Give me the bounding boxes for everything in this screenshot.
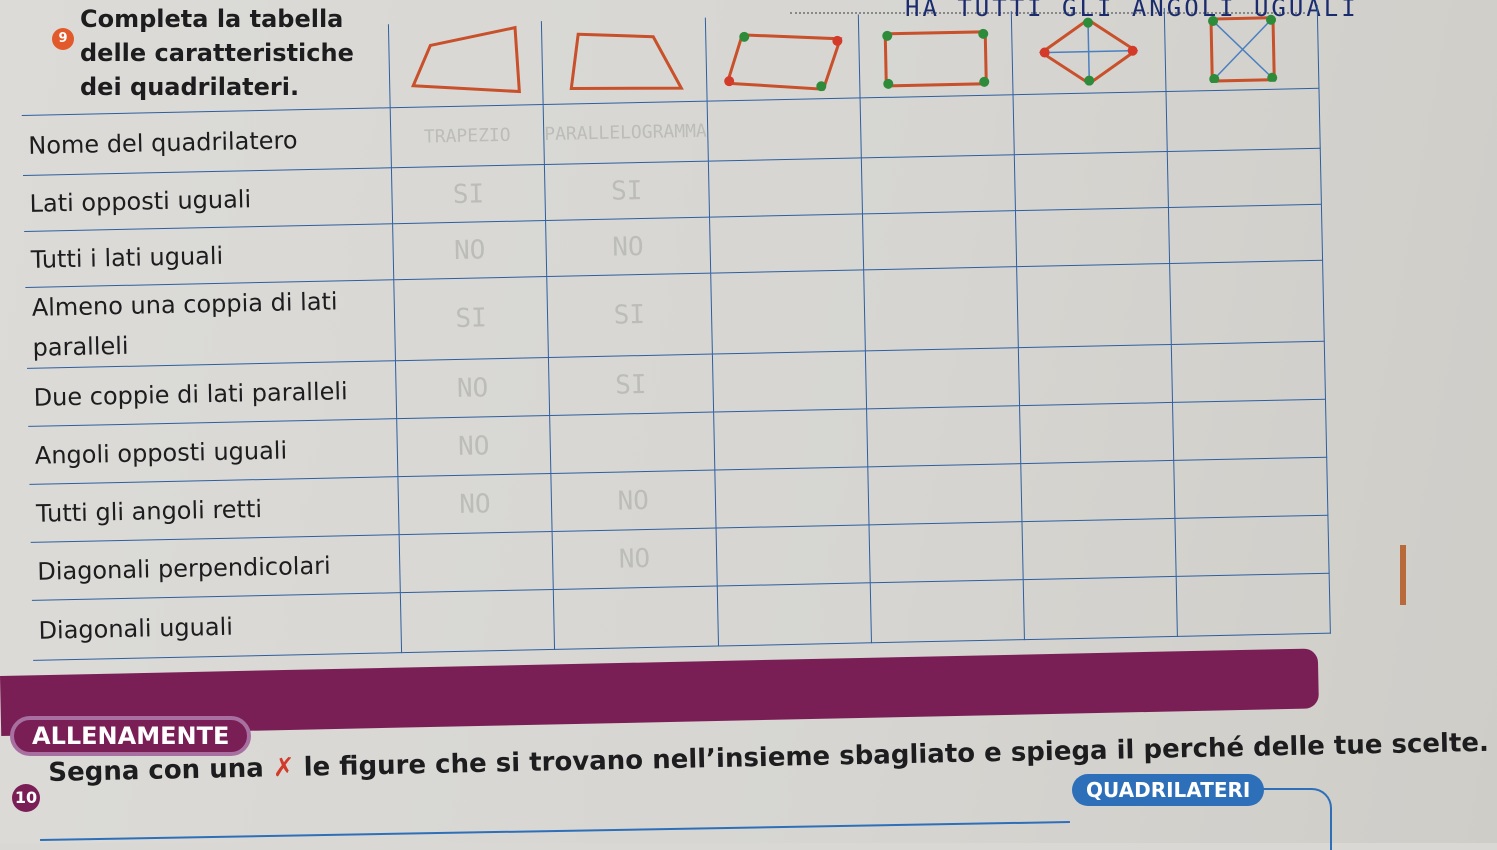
answer-cell[interactable] [867,463,1022,525]
answer-cell[interactable] [714,466,869,529]
answer-cell[interactable] [866,405,1021,467]
square-icon [1163,4,1319,92]
answer-cell[interactable] [400,589,555,653]
page-edge [1400,545,1406,605]
dotted-answer-line [790,12,1305,14]
answer-cell[interactable] [1021,518,1176,580]
exercise-number: 9 [52,28,74,50]
answer-cell[interactable] [1169,260,1324,345]
answer-cell[interactable]: SI [546,273,712,358]
answer-cell[interactable] [868,521,1023,583]
rhombus-icon [1010,8,1166,95]
answer-cell[interactable] [860,154,1016,214]
parallelogram-icon [704,14,860,102]
answer-cell[interactable] [1172,399,1327,461]
answer-cell[interactable] [549,412,715,474]
answer-cell[interactable] [1167,204,1323,264]
answer-cell[interactable] [706,97,861,162]
answer-cell[interactable]: SI [544,161,710,221]
row-label: Due coppie di lati paralleli [27,360,397,427]
answer-cell[interactable] [1017,344,1173,406]
answer-cell[interactable] [1022,576,1177,640]
answer-cell[interactable] [1015,207,1170,267]
answer-cell[interactable]: NO [397,473,553,535]
answer-cell[interactable]: NO [545,217,711,277]
answer-cell[interactable]: NO [392,220,547,280]
answer-cell[interactable]: NO [395,357,550,419]
answer-cell[interactable]: NO [550,470,716,532]
answer-cell[interactable] [1012,91,1167,155]
answer-cell[interactable]: SI [391,164,546,224]
exercise-title: Completa la tabella delle caratteristich… [80,5,354,101]
answer-cell[interactable]: NO [396,415,551,477]
trapezoid-icon [541,17,707,105]
row-label: Diagonali perpendicolari [30,534,401,601]
answer-cell[interactable] [711,350,867,413]
answer-cell[interactable] [553,586,719,650]
answer-cell[interactable] [707,157,863,218]
answer-cell[interactable] [1166,148,1321,208]
set-label: QUADRILATERI [1072,774,1265,806]
answer-cell[interactable] [1016,263,1171,348]
shapes-row [20,4,1319,116]
answer-cell[interactable] [1165,88,1320,152]
answer-cell[interactable] [1020,460,1175,522]
handwritten-note: HA TUTTI GLI ANGOLI UGUALI [905,0,1359,22]
row-label: Lati opposti uguali [23,167,393,232]
irregular-quadrilateral-icon [388,21,544,108]
answer-cell[interactable] [715,524,870,587]
answer-cell[interactable]: PARALLELOGRAMMA [543,101,708,165]
answer-cell[interactable]: SI [393,276,549,361]
answer-cell[interactable]: NO [552,528,717,590]
row-label: Almeno una coppia di lati paralleli [25,279,396,369]
row-label: Diagonali uguali [31,592,402,661]
row-label: Tutti gli angoli retti [29,476,400,543]
answer-cell[interactable] [1170,341,1326,403]
answer-cell[interactable]: SI [548,354,714,416]
rectangle-icon [857,11,1013,98]
answer-cell[interactable] [863,266,1018,351]
section-label: ALLENAMENTE [10,716,252,756]
instruction-text: Segna con una [48,753,265,788]
answer-cell[interactable] [859,94,1014,158]
answer-cell[interactable] [713,408,868,471]
answer-cell[interactable] [1174,515,1329,577]
answer-cell[interactable] [710,269,865,355]
answer-cell[interactable]: TRAPEZIO [390,104,545,168]
answer-cell[interactable] [1175,573,1330,637]
exercise-number: 10 [12,784,40,812]
answer-cell[interactable] [862,210,1017,270]
quadrilaterals-table: Nome del quadrilatero TRAPEZIO PARALLELOGR… [20,4,1330,661]
row-label: Angoli opposti uguali [28,418,398,485]
answer-cell[interactable] [1019,402,1174,464]
row-label: Tutti i lati uguali [24,223,394,288]
answer-cell[interactable] [709,213,864,274]
answer-cell[interactable] [716,582,872,647]
answer-cell[interactable] [869,579,1025,643]
answer-cell[interactable] [1013,151,1168,211]
empty-corner [20,24,390,115]
answer-cell[interactable] [1173,457,1328,519]
answer-cell[interactable] [864,347,1020,409]
row-label: Nome del quadrilatero [21,107,392,176]
set-boundary [1260,788,1332,850]
answer-cell[interactable] [399,531,554,593]
cross-mark-icon: ✗ [272,752,295,784]
